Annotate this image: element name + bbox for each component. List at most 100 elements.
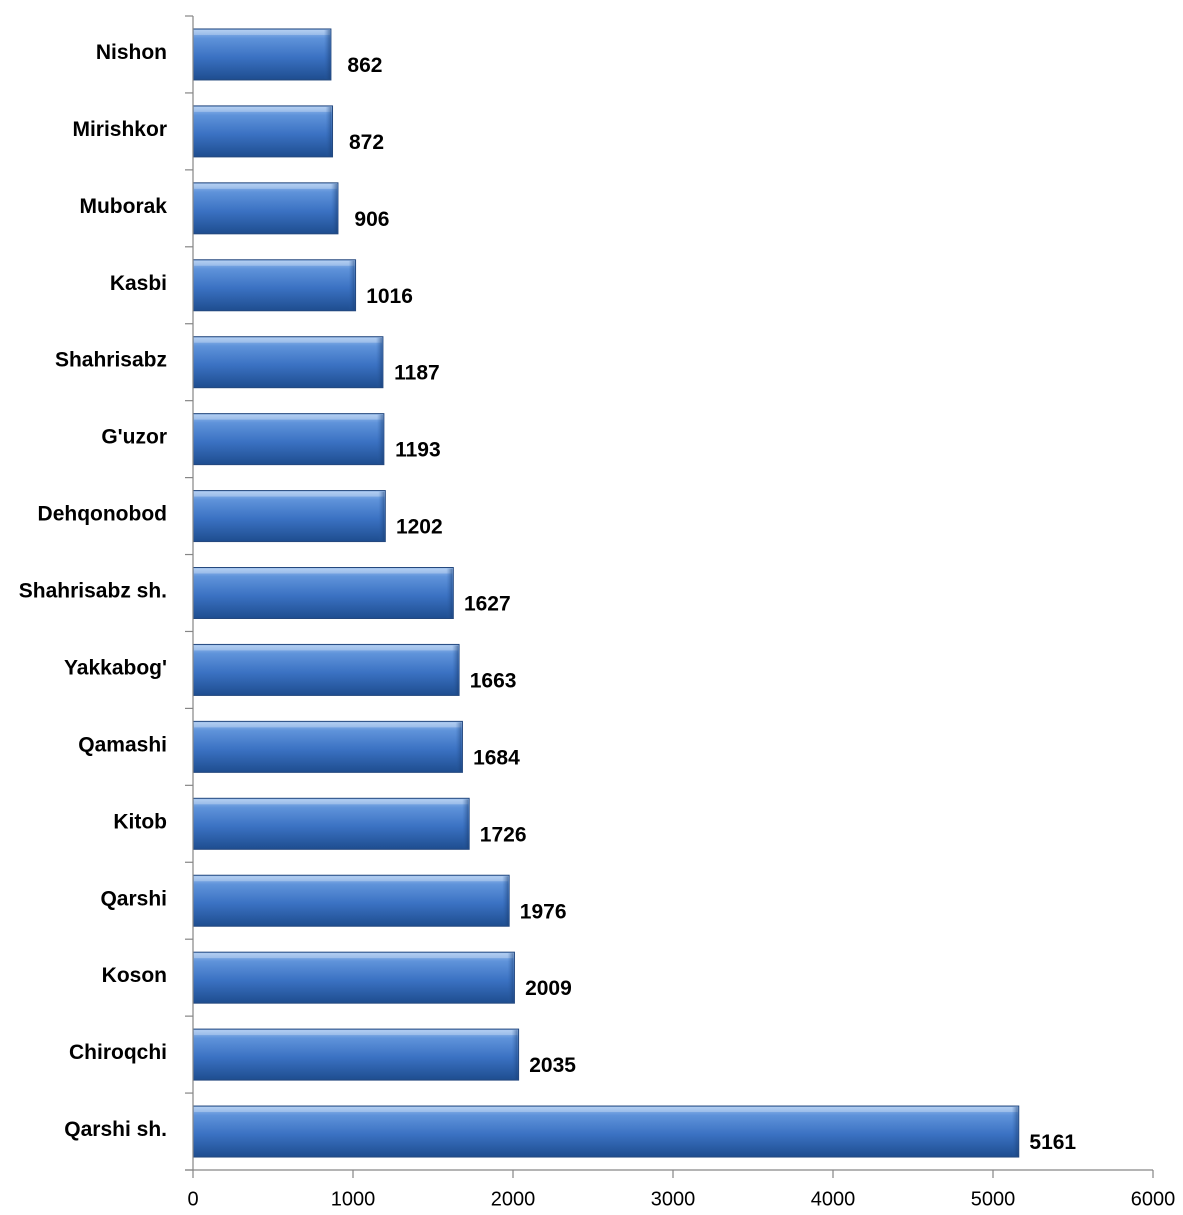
category-label: Kitob	[113, 810, 167, 833]
bar	[192, 874, 510, 927]
bar-end-shade	[455, 722, 462, 772]
category-label: Nishon	[96, 41, 167, 64]
bar-group	[192, 951, 515, 1004]
category-label: Shahrisabz	[55, 349, 167, 372]
bar-highlight	[194, 337, 382, 343]
x-tick-label: 0	[187, 1188, 198, 1210]
data-label: 1976	[520, 900, 567, 923]
bar-highlight	[194, 722, 462, 728]
category-label: G'uzor	[101, 426, 167, 449]
bar-highlight	[194, 953, 514, 959]
bar-end-shade	[452, 645, 459, 695]
bar-end-shade	[462, 799, 469, 849]
category-label: Yakkabog'	[64, 656, 167, 679]
data-label: 862	[347, 54, 382, 77]
x-tick-label: 6000	[1131, 1188, 1176, 1210]
bar	[192, 797, 470, 850]
bar	[192, 28, 332, 81]
x-tick-label: 4000	[811, 1188, 856, 1210]
bar-end-shade	[1011, 1107, 1018, 1157]
bar-end-shade	[325, 106, 332, 156]
category-label: Qarshi sh.	[64, 1118, 167, 1141]
bar-end-shade	[376, 414, 383, 464]
bar	[192, 259, 357, 312]
bars-layer	[192, 28, 1020, 1158]
bar-group	[192, 1028, 520, 1081]
bar	[192, 336, 384, 389]
bar-end-shade	[330, 183, 337, 233]
bar-highlight	[194, 106, 332, 112]
x-tick-label: 1000	[331, 1188, 376, 1210]
bar-end-shade	[446, 568, 453, 618]
bar	[192, 490, 386, 543]
bar-highlight	[194, 29, 330, 35]
bar-group	[192, 105, 334, 158]
data-label: 1202	[396, 516, 443, 539]
bar-highlight	[194, 645, 459, 651]
data-label: 1726	[480, 823, 527, 846]
bar-highlight	[194, 876, 509, 882]
bar-end-shade	[375, 337, 382, 387]
bar-group	[192, 797, 470, 850]
bar-group	[192, 490, 386, 543]
bar-end-shade	[378, 491, 385, 541]
data-label: 906	[354, 208, 389, 231]
category-label: Mirishkor	[72, 118, 167, 141]
bar	[192, 1028, 520, 1081]
bar	[192, 951, 515, 1004]
category-label: Koson	[102, 964, 167, 987]
category-label: Dehqonobod	[38, 503, 167, 526]
data-label: 1193	[395, 439, 441, 462]
bar	[192, 413, 385, 466]
data-label: 5161	[1029, 1131, 1076, 1154]
data-label: 872	[349, 131, 384, 154]
data-label: 2035	[529, 1054, 576, 1077]
labels-layer: Nishon 862 Mirishkor 872 Muborak 906 Kasbi 1016…	[19, 41, 1077, 1154]
bar-group	[192, 336, 384, 389]
bar	[192, 567, 454, 619]
data-label: 1016	[366, 285, 413, 308]
category-label: Qamashi	[78, 733, 167, 756]
x-tick-label: 5000	[971, 1188, 1016, 1210]
data-label: 1663	[470, 669, 517, 692]
data-label: 1627	[464, 593, 511, 616]
x-tick-label: 3000	[651, 1188, 696, 1210]
bar-highlight	[194, 799, 469, 805]
bar	[192, 105, 334, 158]
bar-highlight	[194, 1107, 1018, 1113]
bar	[192, 643, 460, 696]
category-label: Shahrisabz sh.	[19, 580, 167, 603]
x-tick-label: 2000	[491, 1188, 536, 1210]
bar-group	[192, 1105, 1020, 1158]
bar-group	[192, 720, 463, 773]
bar-group	[192, 874, 510, 927]
bar-highlight	[194, 183, 337, 189]
bar	[192, 182, 339, 235]
bar-highlight	[194, 1030, 518, 1036]
bar-end-shade	[323, 29, 330, 79]
bar-group	[192, 259, 357, 312]
bar-end-shade	[348, 260, 355, 310]
data-label: 1187	[394, 362, 440, 385]
bar-highlight	[194, 260, 355, 266]
category-label: Qarshi	[100, 887, 167, 910]
bar	[192, 720, 463, 773]
bar	[192, 1105, 1020, 1158]
bar-highlight	[194, 491, 385, 497]
category-label: Kasbi	[110, 272, 167, 295]
bar-group	[192, 413, 385, 466]
bar-end-shade	[502, 876, 509, 926]
bar-end-shade	[511, 1030, 518, 1080]
data-label: 1684	[473, 746, 520, 769]
bar-end-shade	[507, 953, 514, 1003]
category-label: Muborak	[79, 195, 167, 218]
bar-highlight	[194, 568, 453, 574]
category-label: Chiroqchi	[69, 1041, 167, 1064]
axes-layer: 0 1000 2000 3000 4000 5000 6000	[185, 15, 1176, 1210]
bar-highlight	[194, 414, 383, 420]
bar-group	[192, 567, 454, 619]
bar-group	[192, 182, 339, 235]
bar-group	[192, 643, 460, 696]
data-label: 2009	[525, 977, 572, 1000]
